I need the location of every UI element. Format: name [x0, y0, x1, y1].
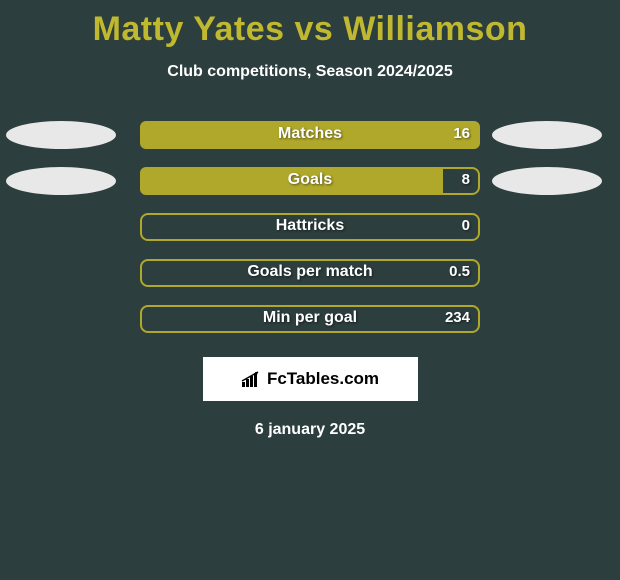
bar-fill [140, 121, 480, 149]
bar-chart-icon [241, 370, 263, 388]
logo-text: FcTables.com [267, 369, 379, 389]
date-label: 6 january 2025 [0, 421, 620, 439]
left-ellipse [6, 167, 116, 195]
stat-row: Goals8 [0, 167, 620, 195]
comparison-chart: Matches16 Goals8 Hattricks0 Goals per match… [0, 121, 620, 333]
bar-outline [140, 259, 480, 287]
page-title: Matty Yates vs Williamson [0, 0, 620, 49]
stat-value: 0.5 [449, 263, 470, 280]
bar-outline [140, 213, 480, 241]
stat-value: 16 [453, 125, 470, 142]
stat-row: Goals per match0.5 [0, 259, 620, 287]
stat-value: 8 [462, 171, 470, 188]
stat-row: Min per goal234 [0, 305, 620, 333]
bar-outline [140, 305, 480, 333]
right-ellipse [492, 121, 602, 149]
stat-value: 234 [445, 309, 470, 326]
logo-box: FcTables.com [203, 357, 418, 401]
right-ellipse [492, 167, 602, 195]
left-ellipse [6, 121, 116, 149]
stat-row: Hattricks0 [0, 213, 620, 241]
subtitle: Club competitions, Season 2024/2025 [0, 63, 620, 81]
bar-fill [140, 167, 443, 195]
stat-row: Matches16 [0, 121, 620, 149]
stat-value: 0 [462, 217, 470, 234]
